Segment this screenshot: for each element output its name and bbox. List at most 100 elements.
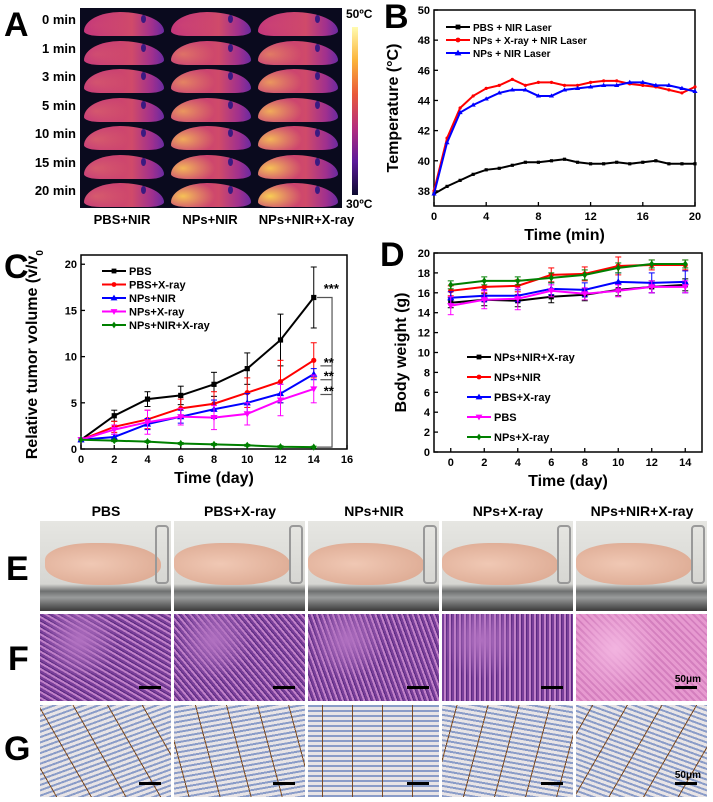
legend-label: NPs+X-ray	[494, 432, 550, 444]
legend-label: NPs+NIR+X-ray	[129, 320, 211, 332]
series-pbs-nir-laser	[432, 157, 697, 196]
panel-label-b: B	[384, 0, 409, 36]
data-point	[549, 80, 554, 84]
data-point	[692, 88, 698, 94]
series-line	[80, 359, 315, 441]
data-point	[447, 303, 455, 310]
cage-bars	[423, 525, 437, 584]
cage-bars	[155, 525, 169, 584]
scale-bar	[541, 782, 563, 785]
data-point	[649, 260, 655, 268]
data-point	[177, 414, 185, 421]
x-tick-label: 0	[431, 211, 437, 223]
scale-bar-label: 50μm	[674, 770, 701, 781]
y-tick-label: 4	[424, 407, 431, 419]
panel-label-e: E	[6, 550, 29, 588]
data-point	[458, 106, 462, 110]
data-point	[471, 172, 475, 176]
ihc-stain-image	[174, 705, 305, 797]
legend-label: PBS	[129, 266, 152, 278]
ihc-stain-image	[40, 705, 171, 797]
series-line	[80, 388, 315, 441]
legend-label: NPs+X-ray	[129, 307, 185, 319]
cage-bars	[289, 525, 303, 584]
mouse-ear	[141, 43, 146, 52]
data-point	[548, 274, 554, 282]
mouse-ear	[228, 186, 233, 194]
y-tick-label: 46	[418, 65, 430, 77]
data-point	[471, 94, 475, 98]
y-tick-label: 50	[418, 5, 430, 17]
group-header: NPs+NIR+X-ray	[590, 503, 694, 519]
data-point	[310, 386, 318, 393]
data-point	[178, 392, 184, 399]
thermal-mouse-image	[171, 154, 251, 179]
data-point	[481, 284, 487, 290]
group-header: NPs+X-ray	[472, 503, 544, 519]
data-point	[522, 87, 528, 92]
data-point	[143, 419, 152, 426]
data-point	[110, 433, 118, 440]
thermal-mouse-image	[84, 97, 164, 122]
data-point	[110, 294, 118, 301]
y-tick-label: 42	[418, 126, 430, 138]
x-tick-label: 20	[689, 211, 701, 223]
x-axis-title: Time (day)	[174, 470, 254, 487]
data-point	[601, 82, 607, 87]
data-point	[581, 291, 589, 298]
x-tick-label: 12	[646, 457, 658, 469]
y-tick-label: 16	[418, 288, 430, 300]
series-nps-x-ray-nir-laser	[432, 77, 697, 193]
data-point	[547, 288, 555, 295]
cage-bars	[557, 525, 571, 584]
group-header: NPs+NIR	[344, 503, 404, 519]
x-tick-label: 14	[308, 454, 321, 466]
y-tick-label: 2	[424, 427, 430, 439]
data-point	[244, 366, 250, 372]
thermal-mouse-image	[258, 97, 338, 122]
x-tick-label: 2	[481, 457, 487, 469]
y-tick-label: 0	[71, 444, 77, 456]
y-tick-label: 38	[418, 186, 430, 198]
mouse-photo	[576, 521, 707, 611]
he-stain-image	[174, 614, 305, 701]
series-line	[450, 262, 686, 286]
data-point	[654, 159, 658, 163]
x-tick-label: 14	[679, 457, 692, 469]
plot-frame	[433, 9, 696, 207]
thermal-column-label: NPs+NIR	[182, 212, 238, 227]
significance-label: **	[324, 369, 335, 384]
data-point	[455, 24, 461, 30]
data-point	[641, 160, 645, 164]
scale-bar-label: 50μm	[674, 674, 701, 685]
thermal-mouse-image	[171, 40, 251, 65]
data-point	[444, 140, 450, 145]
thermal-row-label: 5 min	[42, 97, 76, 113]
y-tick-label: 44	[418, 95, 431, 107]
mouse-ear	[315, 15, 320, 23]
data-point	[548, 93, 555, 98]
mouse-body	[174, 543, 290, 585]
ihc-stain-image	[442, 705, 573, 797]
thermal-mouse-image	[258, 69, 338, 93]
mouse-ear	[315, 186, 320, 194]
x-tick-label: 10	[612, 457, 624, 469]
data-point	[277, 337, 284, 343]
data-point	[666, 82, 672, 87]
scale-bar	[675, 782, 697, 785]
x-axis-title: Time (min)	[524, 227, 605, 244]
x-tick-label: 12	[584, 211, 596, 223]
x-tick-label: 0	[78, 454, 84, 466]
data-point	[210, 414, 218, 422]
thermal-colorbar	[352, 27, 358, 195]
thermal-mouse-image	[171, 97, 251, 122]
significance-label: ***	[324, 281, 340, 296]
scale-bar	[139, 686, 161, 689]
data-point	[627, 79, 633, 84]
ihc-stain-image	[308, 705, 439, 797]
y-tick-label: 20	[418, 248, 430, 260]
data-point	[455, 37, 461, 43]
series-line	[450, 285, 686, 307]
x-tick-label: 4	[483, 211, 490, 223]
legend-label: PBS+X-ray	[129, 280, 186, 292]
